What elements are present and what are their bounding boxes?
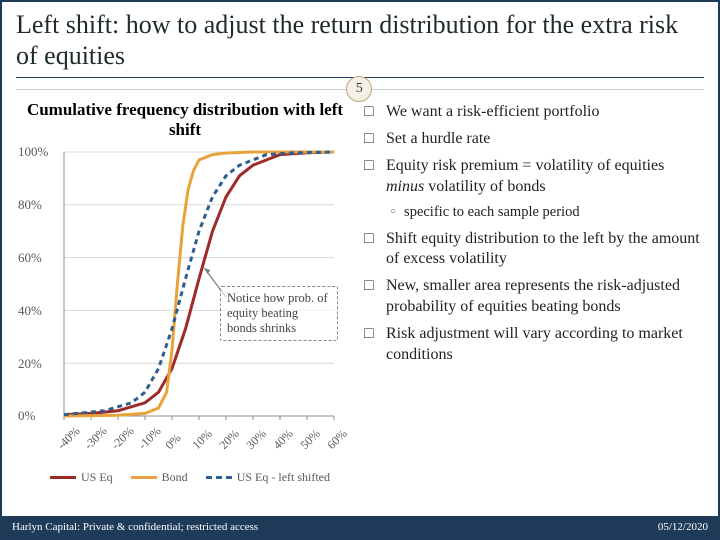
legend-label: US Eq — [81, 470, 113, 485]
bullet-text: New, smaller area represents the risk-ad… — [386, 276, 704, 318]
chart-column: Cumulative frequency distribution with l… — [16, 82, 354, 528]
chart-title: Cumulative frequency distribution with l… — [16, 100, 354, 140]
page-title: Left shift: how to adjust the return dis… — [16, 10, 704, 71]
legend-label: US Eq - left shifted — [237, 470, 330, 485]
footer-date: 05/12/2020 — [658, 521, 708, 533]
bullets-column: □ We want a risk-efficient portfolio □ Set … — [364, 82, 704, 528]
bullet-text: We want a risk-efficient portfolio — [386, 102, 599, 123]
bullet-marker: □ — [364, 129, 378, 150]
legend-swatch — [131, 476, 157, 479]
bullet-text: Risk adjustment will vary according to m… — [386, 324, 704, 366]
legend-label: Bond — [162, 470, 188, 485]
x-tick-label: 30% — [243, 427, 269, 453]
bullet: □Shift equity distribution to the left b… — [364, 229, 704, 271]
legend-item: US Eq - left shifted — [206, 470, 330, 485]
x-tick-label: -10% — [135, 424, 164, 453]
footer-left: Harlyn Capital: Private & confidential; … — [12, 521, 258, 533]
y-tick-label: 0% — [18, 408, 35, 424]
legend-item: US Eq — [50, 470, 113, 485]
bullet-text: Set a hurdle rate — [386, 129, 490, 150]
bullet-marker: □ — [364, 156, 378, 198]
bullet: □ Set a hurdle rate — [364, 129, 704, 150]
x-axis-ticks: -40%-30%-20%-10%0%10%20%30%40%50%60% — [60, 426, 336, 466]
slide: Left shift: how to adjust the return dis… — [0, 0, 720, 540]
x-tick-label: 0% — [162, 431, 184, 453]
legend-swatch — [50, 476, 76, 479]
bullet-text: Equity risk premium = volatility of equi… — [386, 156, 704, 198]
bullet-text: Shift equity distribution to the left by… — [386, 229, 704, 271]
y-tick-label: 100% — [18, 144, 48, 160]
bullet-marker: □ — [364, 102, 378, 123]
bullet-marker: ○ — [390, 204, 396, 221]
chart: 0% 20% 40% 60% 80% 100% Notice how prob. of e… — [20, 146, 340, 426]
x-tick-label: 40% — [270, 427, 296, 453]
x-tick-label: -40% — [54, 424, 83, 453]
title-block: Left shift: how to adjust the return dis… — [16, 10, 704, 78]
y-tick-label: 80% — [18, 197, 42, 213]
sub-bullet: ○ specific to each sample period — [390, 204, 704, 221]
bullet-text: specific to each sample period — [404, 204, 580, 221]
legend-swatch — [206, 476, 232, 479]
chart-annotation: Notice how prob. of equity beating bonds… — [220, 286, 338, 341]
x-tick-label: -20% — [108, 424, 137, 453]
bullet-marker: □ — [364, 276, 378, 318]
x-tick-label: -30% — [81, 424, 110, 453]
bullet: □ We want a risk-efficient portfolio — [364, 102, 704, 123]
x-tick-label: 60% — [324, 427, 350, 453]
bullet-marker: □ — [364, 324, 378, 366]
bullet: □Equity risk premium = volatility of equ… — [364, 156, 704, 198]
bullet-marker: □ — [364, 229, 378, 271]
y-tick-label: 20% — [18, 356, 42, 372]
x-tick-label: 10% — [189, 427, 215, 453]
x-tick-label: 50% — [297, 427, 323, 453]
footer: Harlyn Capital: Private & confidential; … — [2, 516, 718, 538]
content-area: 5 Cumulative frequency distribution with… — [16, 82, 704, 528]
y-tick-label: 40% — [18, 303, 42, 319]
legend-item: Bond — [131, 470, 188, 485]
bullet: □Risk adjustment will vary according to … — [364, 324, 704, 366]
series-us-eq — [64, 152, 334, 415]
x-tick-label: 20% — [216, 427, 242, 453]
bullet: □New, smaller area represents the risk-a… — [364, 276, 704, 318]
y-tick-label: 60% — [18, 250, 42, 266]
chart-legend: US Eq Bond US Eq - left shifted — [50, 470, 354, 485]
